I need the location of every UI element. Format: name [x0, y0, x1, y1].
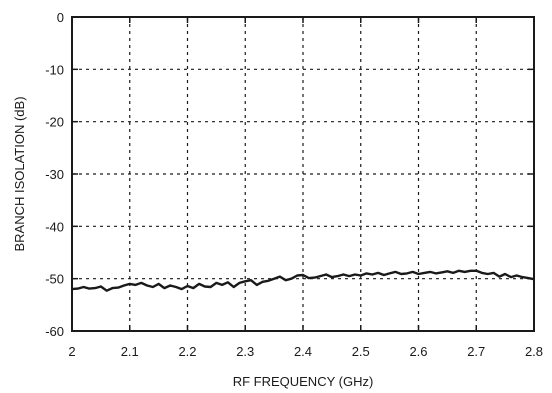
- y-tick-label: 0: [57, 10, 64, 25]
- x-axis-title: RF FREQUENCY (GHz): [233, 374, 374, 389]
- x-tick-label: 2.7: [467, 344, 485, 359]
- y-tick-label: -10: [45, 62, 64, 77]
- x-tick-labels: 2 2.1 2.2 2.3 2.4 2.5 2.6 2.7 2.8: [68, 344, 543, 359]
- plot-frame: [71, 16, 535, 332]
- x-tick-label: 2.5: [352, 344, 370, 359]
- y-tick-label: -60: [45, 324, 64, 339]
- y-tick-label: -40: [45, 219, 64, 234]
- series-layer: [71, 269, 535, 292]
- x-tick-label: 2.6: [409, 344, 427, 359]
- x-tick-label: 2.2: [178, 344, 196, 359]
- chart-grid: [72, 17, 534, 331]
- y-tick-labels: 0 -10 -20 -30 -40 -50 -60: [45, 10, 64, 339]
- x-tick-label: 2.4: [294, 344, 312, 359]
- y-tick-label: -20: [45, 115, 64, 130]
- y-tick-label: -30: [45, 167, 64, 182]
- x-tick-label: 2.3: [236, 344, 254, 359]
- y-axis-title: BRANCH ISOLATION (dB): [12, 96, 27, 251]
- x-tick-label: 2.8: [525, 344, 543, 359]
- isolation-series-line: [71, 269, 535, 292]
- x-tick-label: 2: [68, 344, 75, 359]
- x-tick-label: 2.1: [121, 344, 139, 359]
- y-tick-label: -50: [45, 272, 64, 287]
